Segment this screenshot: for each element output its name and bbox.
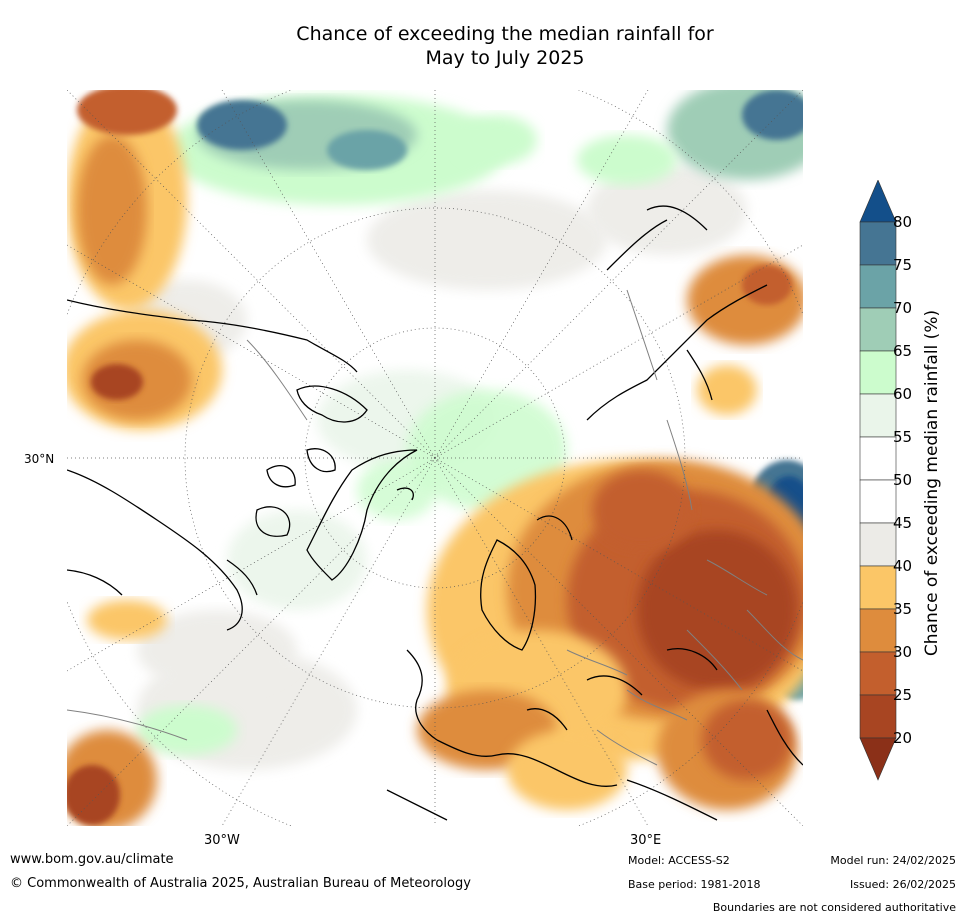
footer-copyright: © Commonwealth of Australia 2025, Austra… <box>10 876 471 891</box>
legend-bin-40-45 <box>859 522 897 567</box>
probability-field-dry <box>67 90 803 826</box>
footer-disclaimer: Boundaries are not considered authoritat… <box>712 901 956 914</box>
coastlines <box>67 205 803 821</box>
footer-issued: Issued: 26/02/2025 <box>849 878 956 891</box>
legend-bin-50-55 <box>859 436 897 481</box>
rainfall-map-canvas <box>67 90 803 826</box>
legend-tick-55: 55 <box>893 428 913 446</box>
legend-colorbar <box>859 180 897 781</box>
legend-tick-30: 30 <box>893 643 913 661</box>
legend-bin-60-65 <box>859 350 897 395</box>
legend-tick-60: 60 <box>893 385 913 403</box>
legend-bin-55-60 <box>859 393 897 438</box>
legend-bin-75-80 <box>859 221 897 266</box>
map-title-line1: Chance of exceeding the median rainfall … <box>296 23 714 45</box>
legend-title-text: Chance of exceeding median rainfall (%) <box>922 309 942 657</box>
legend-bin-lt20 <box>859 737 897 781</box>
rainfall-map[interactable] <box>67 90 803 826</box>
legend-tick-20: 20 <box>893 729 913 747</box>
footer-model: Model: ACCESS-S2 <box>628 854 730 867</box>
legend-tick-35: 35 <box>893 600 913 618</box>
footer-url[interactable]: www.bom.gov.au/climate <box>10 852 174 867</box>
footer-model-run: Model run: 24/02/2025 <box>830 854 956 867</box>
legend-tick-75: 75 <box>893 256 913 274</box>
legend-tick-50: 50 <box>893 471 913 489</box>
footer-base-period: Base period: 1981-2018 <box>628 878 761 891</box>
map-title: Chance of exceeding the median rainfall … <box>160 22 850 70</box>
legend-tick-45: 45 <box>893 514 913 532</box>
legend-tick-25: 25 <box>893 686 913 704</box>
graticule <box>67 90 803 826</box>
legend-bin-20-25 <box>859 694 897 739</box>
latitude-label-30n: 30°N <box>24 452 55 466</box>
legend-bins <box>859 180 897 781</box>
legend-bin-35-40 <box>859 565 897 610</box>
legend-tick-65: 65 <box>893 342 913 360</box>
longitude-label-30w: 30°W <box>204 833 240 848</box>
legend-bin-45-50 <box>859 479 897 524</box>
legend-bin-70-75 <box>859 264 897 309</box>
legend-tick-40: 40 <box>893 557 913 575</box>
legend-tick-80: 80 <box>893 213 913 231</box>
legend-bin-gt80 <box>859 180 897 223</box>
probability-field-pale <box>127 165 747 770</box>
longitude-label-30e: 30°E <box>630 833 662 848</box>
map-title-line2: May to July 2025 <box>425 47 585 69</box>
legend-bin-30-35 <box>859 608 897 653</box>
legend-bin-25-30 <box>859 651 897 696</box>
legend-bin-65-70 <box>859 307 897 352</box>
legend-tick-70: 70 <box>893 299 913 317</box>
country-boundaries <box>67 289 803 766</box>
